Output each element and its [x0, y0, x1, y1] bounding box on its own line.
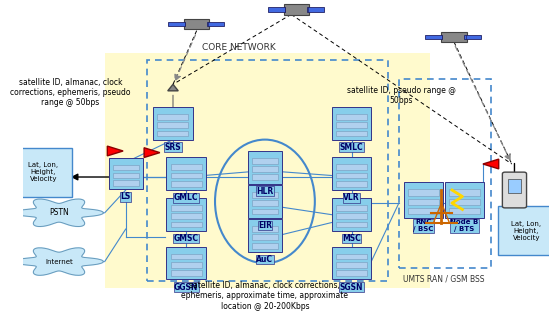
FancyBboxPatch shape	[109, 158, 143, 189]
FancyBboxPatch shape	[157, 131, 189, 136]
FancyBboxPatch shape	[449, 208, 480, 215]
FancyBboxPatch shape	[248, 151, 282, 183]
Text: EIR: EIR	[258, 221, 272, 230]
FancyBboxPatch shape	[167, 157, 206, 190]
FancyBboxPatch shape	[425, 35, 443, 39]
FancyBboxPatch shape	[170, 164, 202, 170]
FancyBboxPatch shape	[170, 173, 202, 178]
FancyBboxPatch shape	[336, 122, 367, 128]
Text: Lat, Lon,
Height,
Velocity: Lat, Lon, Height, Velocity	[28, 162, 58, 182]
FancyBboxPatch shape	[170, 181, 202, 187]
FancyBboxPatch shape	[408, 199, 439, 205]
FancyBboxPatch shape	[252, 174, 278, 180]
FancyBboxPatch shape	[449, 189, 480, 196]
FancyBboxPatch shape	[336, 270, 367, 276]
FancyBboxPatch shape	[252, 243, 278, 249]
Polygon shape	[144, 148, 160, 157]
FancyBboxPatch shape	[332, 157, 371, 190]
FancyBboxPatch shape	[336, 131, 367, 136]
FancyBboxPatch shape	[170, 254, 202, 259]
FancyBboxPatch shape	[170, 213, 202, 219]
Text: Node B
/ BTS: Node B / BTS	[450, 219, 478, 232]
FancyBboxPatch shape	[14, 148, 72, 196]
Text: SGSN: SGSN	[340, 283, 364, 292]
FancyBboxPatch shape	[306, 7, 324, 12]
FancyBboxPatch shape	[336, 254, 367, 259]
Text: AuC: AuC	[256, 255, 273, 264]
Text: satellite ID, almanac, clock corrections,
ephemeris, approximate time, approxima: satellite ID, almanac, clock corrections…	[182, 281, 349, 311]
FancyBboxPatch shape	[248, 185, 282, 218]
FancyBboxPatch shape	[104, 53, 431, 288]
Polygon shape	[107, 146, 123, 156]
FancyBboxPatch shape	[336, 213, 367, 219]
FancyBboxPatch shape	[252, 158, 278, 164]
FancyBboxPatch shape	[336, 114, 367, 120]
FancyBboxPatch shape	[168, 22, 185, 26]
FancyBboxPatch shape	[252, 166, 278, 172]
Polygon shape	[15, 199, 103, 227]
FancyBboxPatch shape	[170, 270, 202, 276]
Text: LS: LS	[120, 193, 131, 201]
FancyBboxPatch shape	[449, 199, 480, 205]
FancyBboxPatch shape	[336, 262, 367, 268]
Text: CORE NETWORK: CORE NETWORK	[202, 43, 276, 52]
FancyBboxPatch shape	[508, 179, 521, 193]
FancyBboxPatch shape	[113, 173, 139, 178]
FancyBboxPatch shape	[153, 107, 192, 140]
FancyBboxPatch shape	[336, 222, 367, 227]
Text: VLR: VLR	[343, 193, 360, 202]
FancyBboxPatch shape	[336, 164, 367, 170]
FancyBboxPatch shape	[207, 22, 224, 26]
FancyBboxPatch shape	[267, 7, 285, 12]
Text: UMTS RAN / GSM BSS: UMTS RAN / GSM BSS	[403, 275, 485, 284]
FancyBboxPatch shape	[170, 222, 202, 227]
FancyBboxPatch shape	[248, 219, 282, 252]
Text: Lat, Lon,
Height,
Velocity: Lat, Lon, Height, Velocity	[512, 221, 542, 241]
FancyBboxPatch shape	[332, 247, 371, 279]
Text: GGSN: GGSN	[174, 283, 199, 292]
FancyBboxPatch shape	[157, 114, 189, 120]
Text: GMLC: GMLC	[174, 193, 199, 202]
FancyBboxPatch shape	[284, 4, 309, 15]
Text: SMLC: SMLC	[340, 143, 364, 152]
FancyBboxPatch shape	[184, 19, 210, 30]
FancyBboxPatch shape	[502, 172, 526, 208]
Text: satellite ID, pseudo range @
50bps: satellite ID, pseudo range @ 50bps	[347, 86, 456, 105]
FancyBboxPatch shape	[336, 181, 367, 187]
Text: satellite ID, almanac, clock
corrections, ephemeris, pseudo
range @ 50bps: satellite ID, almanac, clock corrections…	[10, 77, 131, 107]
FancyBboxPatch shape	[336, 173, 367, 178]
Text: RNC
/ BSC: RNC / BSC	[414, 219, 434, 232]
FancyBboxPatch shape	[332, 107, 371, 140]
Polygon shape	[168, 84, 178, 91]
FancyBboxPatch shape	[170, 205, 202, 211]
FancyBboxPatch shape	[167, 247, 206, 279]
FancyBboxPatch shape	[498, 206, 550, 255]
Text: HLR: HLR	[256, 187, 273, 196]
FancyBboxPatch shape	[464, 35, 481, 39]
Text: GMSC: GMSC	[174, 234, 199, 243]
Polygon shape	[15, 248, 103, 275]
FancyBboxPatch shape	[441, 32, 467, 42]
Text: PSTN: PSTN	[49, 208, 69, 217]
FancyBboxPatch shape	[170, 262, 202, 268]
FancyBboxPatch shape	[252, 234, 278, 240]
FancyBboxPatch shape	[445, 182, 484, 218]
FancyBboxPatch shape	[252, 209, 278, 215]
FancyBboxPatch shape	[113, 180, 139, 186]
FancyBboxPatch shape	[252, 226, 278, 232]
FancyBboxPatch shape	[113, 165, 139, 170]
FancyBboxPatch shape	[252, 200, 278, 206]
FancyBboxPatch shape	[252, 192, 278, 198]
FancyBboxPatch shape	[404, 182, 443, 218]
FancyBboxPatch shape	[408, 189, 439, 196]
Text: SRS: SRS	[164, 143, 182, 152]
Text: Internet: Internet	[45, 258, 73, 265]
FancyBboxPatch shape	[332, 198, 371, 231]
Polygon shape	[483, 159, 499, 169]
Text: MSC: MSC	[342, 234, 361, 243]
FancyBboxPatch shape	[167, 198, 206, 231]
FancyBboxPatch shape	[157, 122, 189, 128]
FancyBboxPatch shape	[336, 205, 367, 211]
FancyBboxPatch shape	[408, 208, 439, 215]
